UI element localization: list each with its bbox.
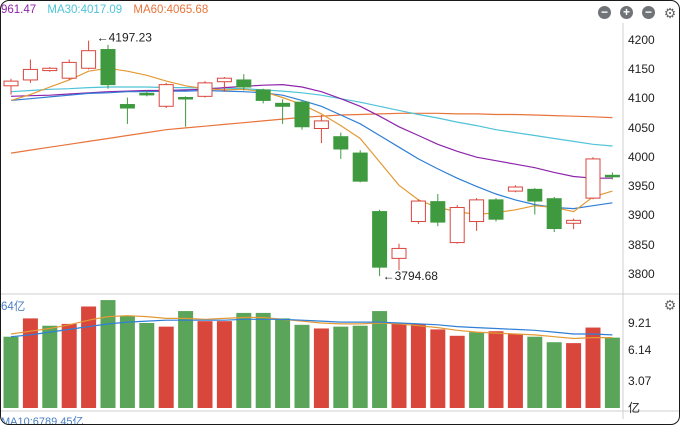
candle xyxy=(410,200,426,223)
volume-bar xyxy=(158,326,174,408)
ma10-line xyxy=(10,83,613,179)
low-annotation: ←3794.68 xyxy=(383,269,439,283)
price-tick: 4050 xyxy=(628,121,655,135)
candle xyxy=(430,201,446,223)
volume-unit: 亿 xyxy=(628,401,641,415)
price-tick: 4100 xyxy=(628,91,655,105)
price-tick: 4000 xyxy=(628,150,655,164)
volume-bar xyxy=(139,322,155,408)
candle xyxy=(119,104,135,109)
volume-bar xyxy=(42,325,58,408)
high-annotation: ←4197.23 xyxy=(97,31,153,45)
candle xyxy=(22,68,38,81)
candle xyxy=(255,89,271,101)
ma30-value: MA30:4017.09 xyxy=(47,4,123,16)
ma60-value: MA60:4065.68 xyxy=(133,4,209,16)
volume-bar xyxy=(507,333,523,408)
price-tick: 3800 xyxy=(628,267,655,281)
candle xyxy=(333,136,349,150)
candle xyxy=(294,101,310,128)
volume-tick: 6.14 xyxy=(628,343,652,357)
candle xyxy=(507,186,523,192)
price-tick: 3900 xyxy=(628,208,655,222)
gear-icon[interactable]: ⚙ xyxy=(663,5,677,21)
volume-bar xyxy=(469,332,485,408)
volume-bar xyxy=(3,336,19,408)
volume-bar xyxy=(391,323,407,408)
candle xyxy=(585,158,601,199)
candle xyxy=(61,61,77,79)
volume-bar xyxy=(216,321,232,408)
volume-bar xyxy=(255,312,271,408)
moving-average-legend: 961.47 MA30:4017.09 MA60:4065.68 xyxy=(1,4,216,22)
volume-bar xyxy=(333,326,349,408)
candle xyxy=(449,206,465,244)
candle xyxy=(178,97,194,100)
volume-gear-icon[interactable]: ⚙ xyxy=(663,297,677,313)
candle xyxy=(3,80,19,87)
ma60-line xyxy=(10,112,613,154)
volume-tick: 9.21 xyxy=(628,316,652,330)
candle xyxy=(372,211,388,268)
candle xyxy=(391,247,407,259)
volume-ma-line-b xyxy=(10,318,613,338)
ma30-line xyxy=(10,86,613,147)
candle xyxy=(139,92,155,96)
volume-bar xyxy=(81,306,97,408)
price-tick: 3950 xyxy=(628,179,655,193)
candle xyxy=(604,174,620,178)
candle xyxy=(275,102,291,107)
ma10-value: 961.47 xyxy=(1,4,37,16)
volume-bar xyxy=(275,318,291,408)
volume-bar xyxy=(294,324,310,408)
candle xyxy=(352,152,368,182)
volume-bar xyxy=(313,328,329,408)
volume-bar xyxy=(22,318,38,408)
candle xyxy=(81,50,97,69)
volume-bar xyxy=(61,323,77,408)
volume-bar xyxy=(604,337,620,408)
candle xyxy=(527,188,543,202)
price-tick: 3850 xyxy=(628,238,655,252)
volume-bar xyxy=(352,325,368,408)
volume-title: 64亿 xyxy=(1,301,26,313)
ma5-line xyxy=(10,67,613,216)
volume-bar xyxy=(488,331,504,408)
minimize-icon[interactable]: − xyxy=(598,6,611,19)
volume-bar xyxy=(546,342,562,408)
candle xyxy=(197,82,213,97)
zoom-out-icon[interactable]: − xyxy=(642,6,655,19)
candle xyxy=(236,79,252,88)
candle xyxy=(158,84,174,107)
candle xyxy=(488,199,504,220)
candle xyxy=(566,219,582,224)
candle xyxy=(42,67,58,72)
candle xyxy=(216,77,232,83)
volume-bar xyxy=(585,327,601,408)
volume-bar xyxy=(197,321,213,408)
volume-ma-line-a xyxy=(10,315,613,340)
price-tick: 4150 xyxy=(628,62,655,76)
volume-bar xyxy=(100,300,116,408)
candle xyxy=(469,199,485,223)
candle xyxy=(546,198,562,230)
volume-bar xyxy=(236,312,252,408)
volume-bar xyxy=(430,329,446,408)
volume-bar xyxy=(119,315,135,408)
volume-bar xyxy=(449,335,465,408)
volume-bar xyxy=(566,343,582,408)
volume-ma-readout: MA10:6789.45亿 xyxy=(1,416,84,425)
zoom-in-icon[interactable]: + xyxy=(620,6,633,19)
candle xyxy=(100,49,116,86)
volume-bar xyxy=(178,311,194,408)
volume-bar xyxy=(372,311,388,408)
candle xyxy=(313,120,329,130)
volume-tick: 3.07 xyxy=(628,374,652,388)
ma20-line xyxy=(10,89,613,210)
volume-bar xyxy=(410,323,426,408)
volume-bar xyxy=(527,336,543,408)
price-tick: 4200 xyxy=(628,33,655,47)
